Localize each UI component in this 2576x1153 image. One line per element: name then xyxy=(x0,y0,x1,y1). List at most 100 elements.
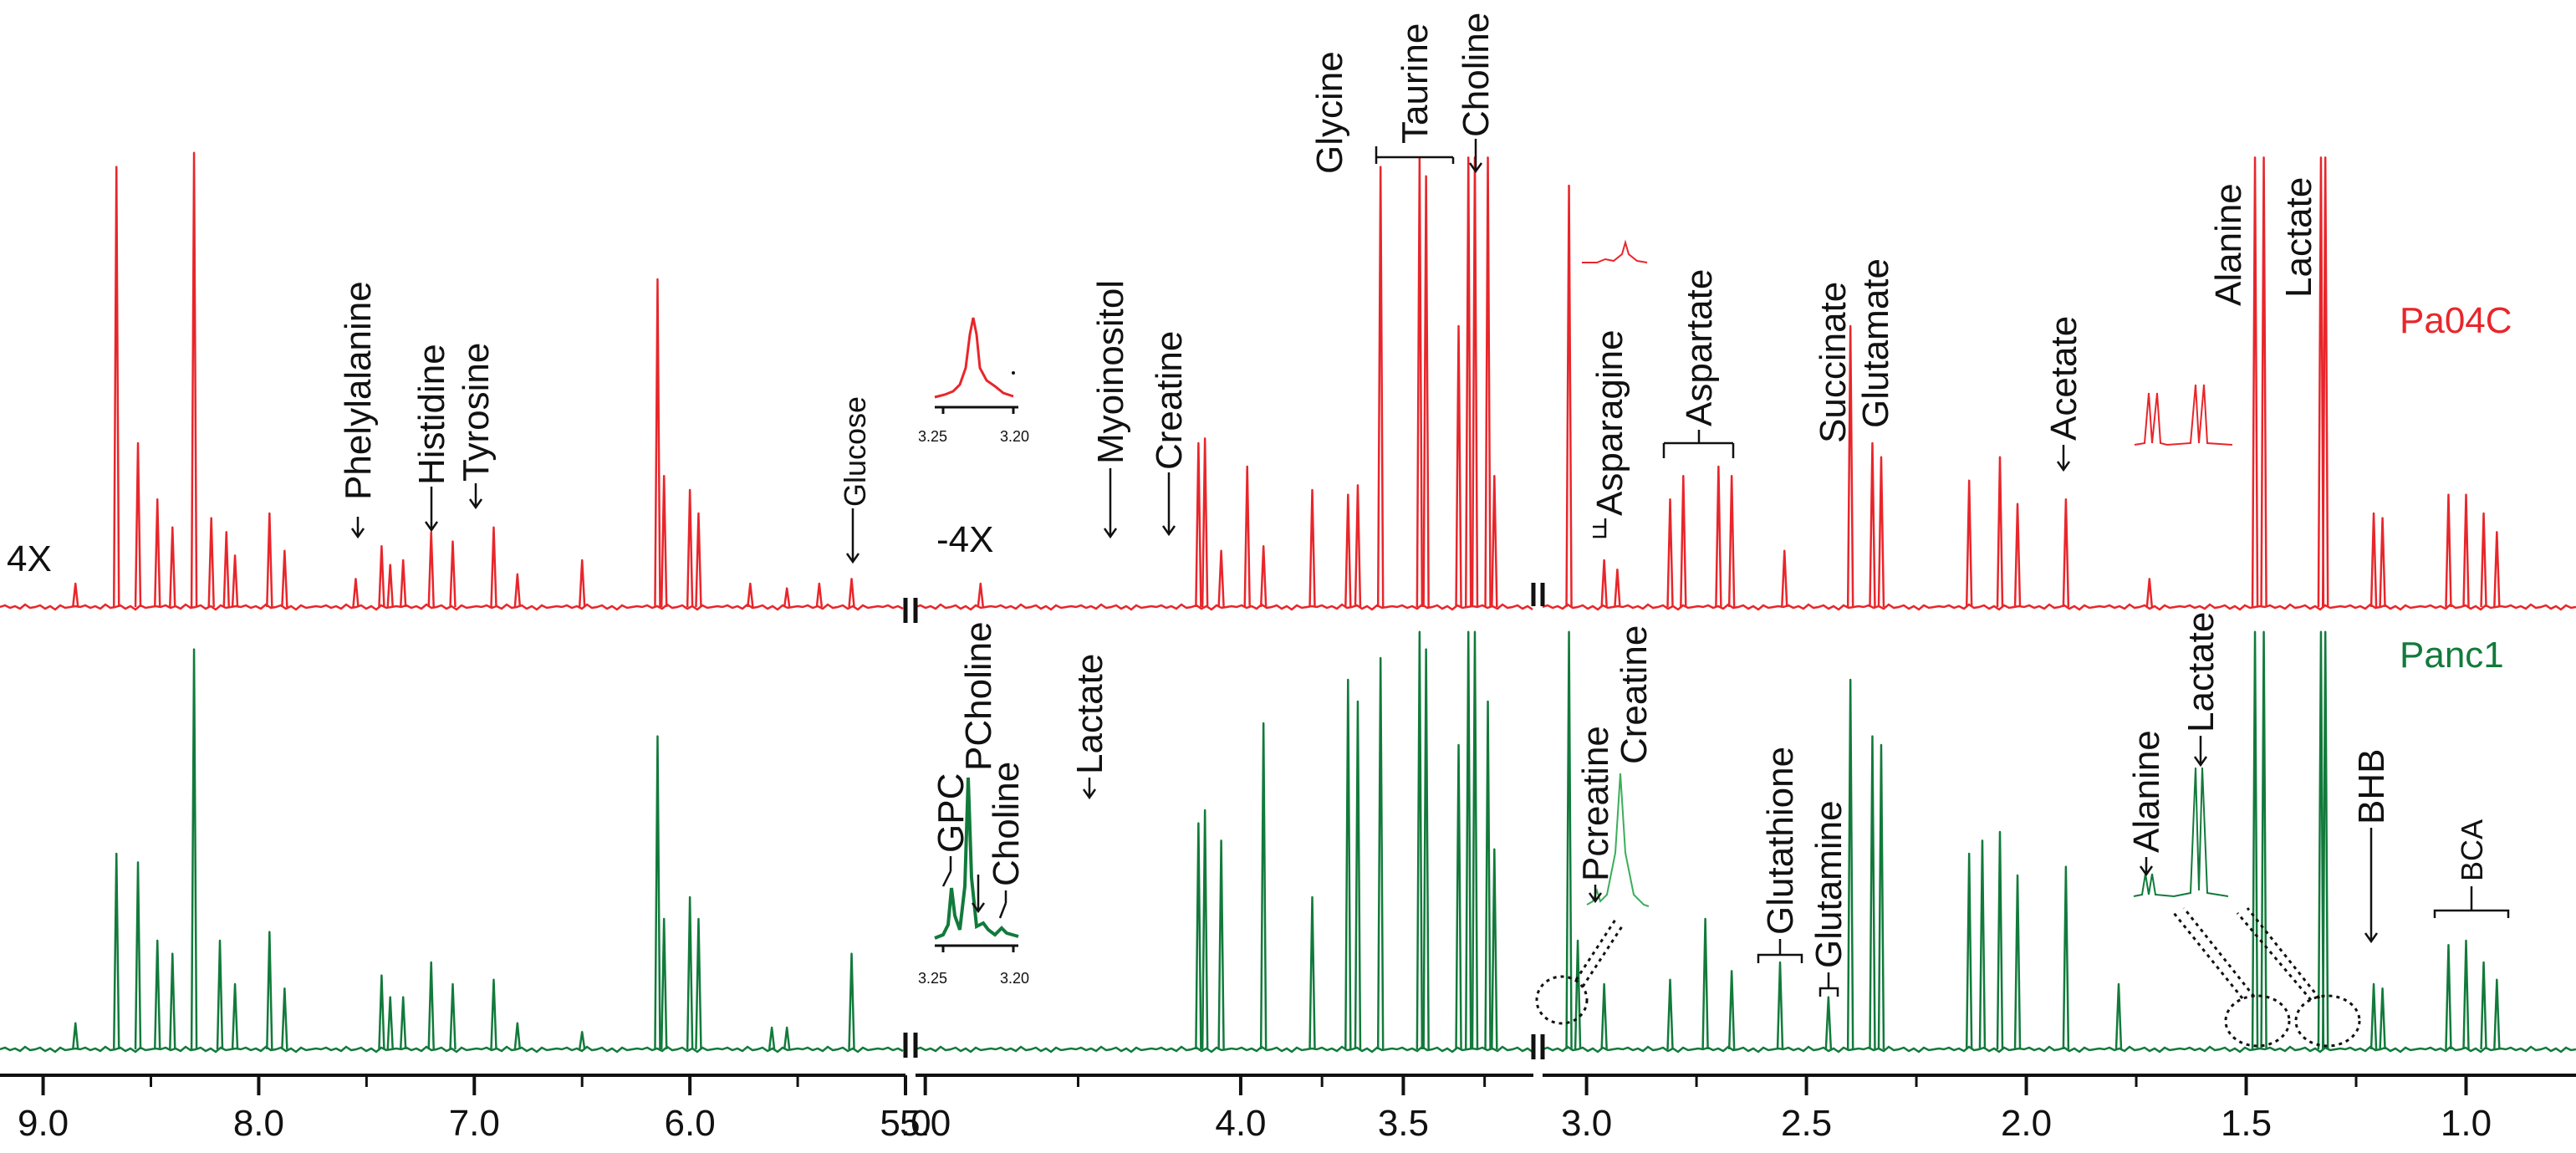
inset-red-lactate xyxy=(2134,384,2233,446)
spectrum-peak xyxy=(1464,630,1472,1050)
zoom-ellipse xyxy=(2294,994,2361,1048)
spectrum-baseline xyxy=(1542,1045,2576,1054)
axis-tick-label: 1.5 xyxy=(2221,1103,2272,1144)
spectrum-peak xyxy=(1464,156,1472,608)
label-glycine: Glycine xyxy=(1309,51,1350,174)
spectrum-peak xyxy=(1491,848,1498,1050)
spectrum-peak xyxy=(1243,465,1251,608)
spectrum-baseline xyxy=(915,603,1533,611)
spectrum-peak xyxy=(1308,488,1316,608)
spectrum-peak xyxy=(1978,839,1987,1050)
spectrum-peak xyxy=(578,559,586,608)
spectrum-peak xyxy=(1666,978,1674,1050)
spectrum-peak xyxy=(768,1026,776,1050)
annotation-line xyxy=(845,508,860,564)
spectrum-peak xyxy=(153,939,161,1050)
spectrum-peak xyxy=(783,1026,791,1050)
label-alanine-top: Alanine xyxy=(2208,183,2249,306)
spectrum-peak xyxy=(848,578,855,608)
spectrum-peak xyxy=(399,996,407,1050)
spectrum-peak xyxy=(2260,156,2267,608)
spectrum-peak xyxy=(1846,324,1854,608)
annotation-line xyxy=(1161,472,1176,537)
label-pcreatine: Pcreatine xyxy=(1575,726,1616,881)
spectrum-peak xyxy=(1965,479,1973,608)
spectrum-peak xyxy=(378,974,385,1050)
annotation-line xyxy=(998,890,1007,919)
label-choline-top: Choline xyxy=(1456,13,1497,137)
inset-tick-label: 3.20 xyxy=(1000,428,1029,445)
spectrum-peak xyxy=(660,474,668,608)
annotation-line xyxy=(2056,445,2071,472)
spectrum-peak xyxy=(112,852,120,1050)
spectrum-peak xyxy=(1195,822,1202,1050)
spectrum-peak xyxy=(1614,568,1621,608)
spectrum-baseline xyxy=(0,1045,904,1054)
label-creatine-top: Creatine xyxy=(1149,331,1190,470)
spectrum-pa04c xyxy=(0,151,2576,611)
spectrum-peak xyxy=(378,544,385,608)
axis-tick-label: 1.0 xyxy=(2441,1103,2492,1144)
spectrum-peak xyxy=(1217,839,1225,1050)
axis-tick-label: 7.0 xyxy=(449,1103,500,1144)
zoom-guides xyxy=(1535,907,2361,1048)
spectrum-peak xyxy=(1422,648,1430,1050)
annotation-line xyxy=(1103,468,1118,539)
annotation-line xyxy=(1588,885,1603,904)
label-glutamine: Glutamine xyxy=(1808,800,1849,968)
annotation-line xyxy=(468,483,483,510)
label-alanine-bottom: Alanine xyxy=(2126,730,2167,853)
annotation-line xyxy=(424,487,439,533)
zoom-guide-line xyxy=(2236,912,2313,1001)
annotation-line xyxy=(1468,139,1483,174)
spectrum-peak xyxy=(72,582,79,608)
spectrum-peak xyxy=(2260,630,2267,1050)
spectrum-peak xyxy=(266,512,273,608)
spectrum-peak xyxy=(2480,512,2487,608)
spectrum-peak xyxy=(1824,996,1833,1050)
spectrum-peak xyxy=(1455,743,1462,1050)
spectrum-peak xyxy=(2321,630,2329,1050)
label-pcholine: PCholine xyxy=(958,621,999,771)
label-bca: BCA xyxy=(2455,819,2489,881)
spectrum-peak xyxy=(1869,735,1876,1050)
axis-tick-label: 3.0 xyxy=(1561,1103,1612,1144)
spectrum-peak xyxy=(1376,656,1385,1050)
label-asparagine: Asparagine xyxy=(1589,329,1630,516)
zoom-guide-line xyxy=(2246,907,2321,999)
spectrum-peak xyxy=(513,573,522,608)
label-choline-bottom: Choline xyxy=(986,762,1027,886)
spectrum-peak xyxy=(695,512,702,608)
spectrum-peak xyxy=(1344,678,1352,1050)
axis-tick-label: 8.0 xyxy=(233,1103,284,1144)
label-taurine: Taurine xyxy=(1395,23,1436,144)
spectrum-peak xyxy=(1201,809,1209,1050)
spectrum-peak xyxy=(134,861,142,1050)
axis-tick-label: 6.0 xyxy=(665,1103,716,1144)
spectrum-peak xyxy=(1846,678,1854,1050)
annotation-line xyxy=(1662,430,1735,458)
spectrum-peak xyxy=(1727,474,1736,608)
label-succinate: Succinate xyxy=(1813,282,1854,443)
spectrum-peak xyxy=(2145,578,2154,608)
zoom-ellipse xyxy=(2224,994,2291,1048)
spectrum-peak xyxy=(1484,700,1492,1050)
annotations-top: Phelylalanine Histidine Tyrosine Glucose… xyxy=(338,13,2319,516)
spectrum-peak xyxy=(783,587,791,608)
spectrum-peak xyxy=(153,497,161,608)
zoom-guide-line xyxy=(1581,926,1624,987)
zoom-guide-line xyxy=(2182,907,2256,997)
spectrum-peak xyxy=(1869,441,1876,608)
spectrum-peak xyxy=(2317,156,2325,608)
spectrum-peak xyxy=(169,526,176,608)
inset-tick-label: 3.25 xyxy=(918,970,947,987)
scale-label-middle: -4X xyxy=(936,519,993,560)
spectrum-peak xyxy=(1680,474,1687,608)
spectrum-peak xyxy=(2114,982,2123,1050)
spectrum-peak xyxy=(695,917,702,1050)
label-bhb: BHB xyxy=(2351,749,2392,824)
spectrum-peak xyxy=(2493,978,2501,1050)
axis-tick-label: 4.0 xyxy=(1215,1103,1266,1144)
label-myoinositol: Myoinositol xyxy=(1090,280,1131,464)
